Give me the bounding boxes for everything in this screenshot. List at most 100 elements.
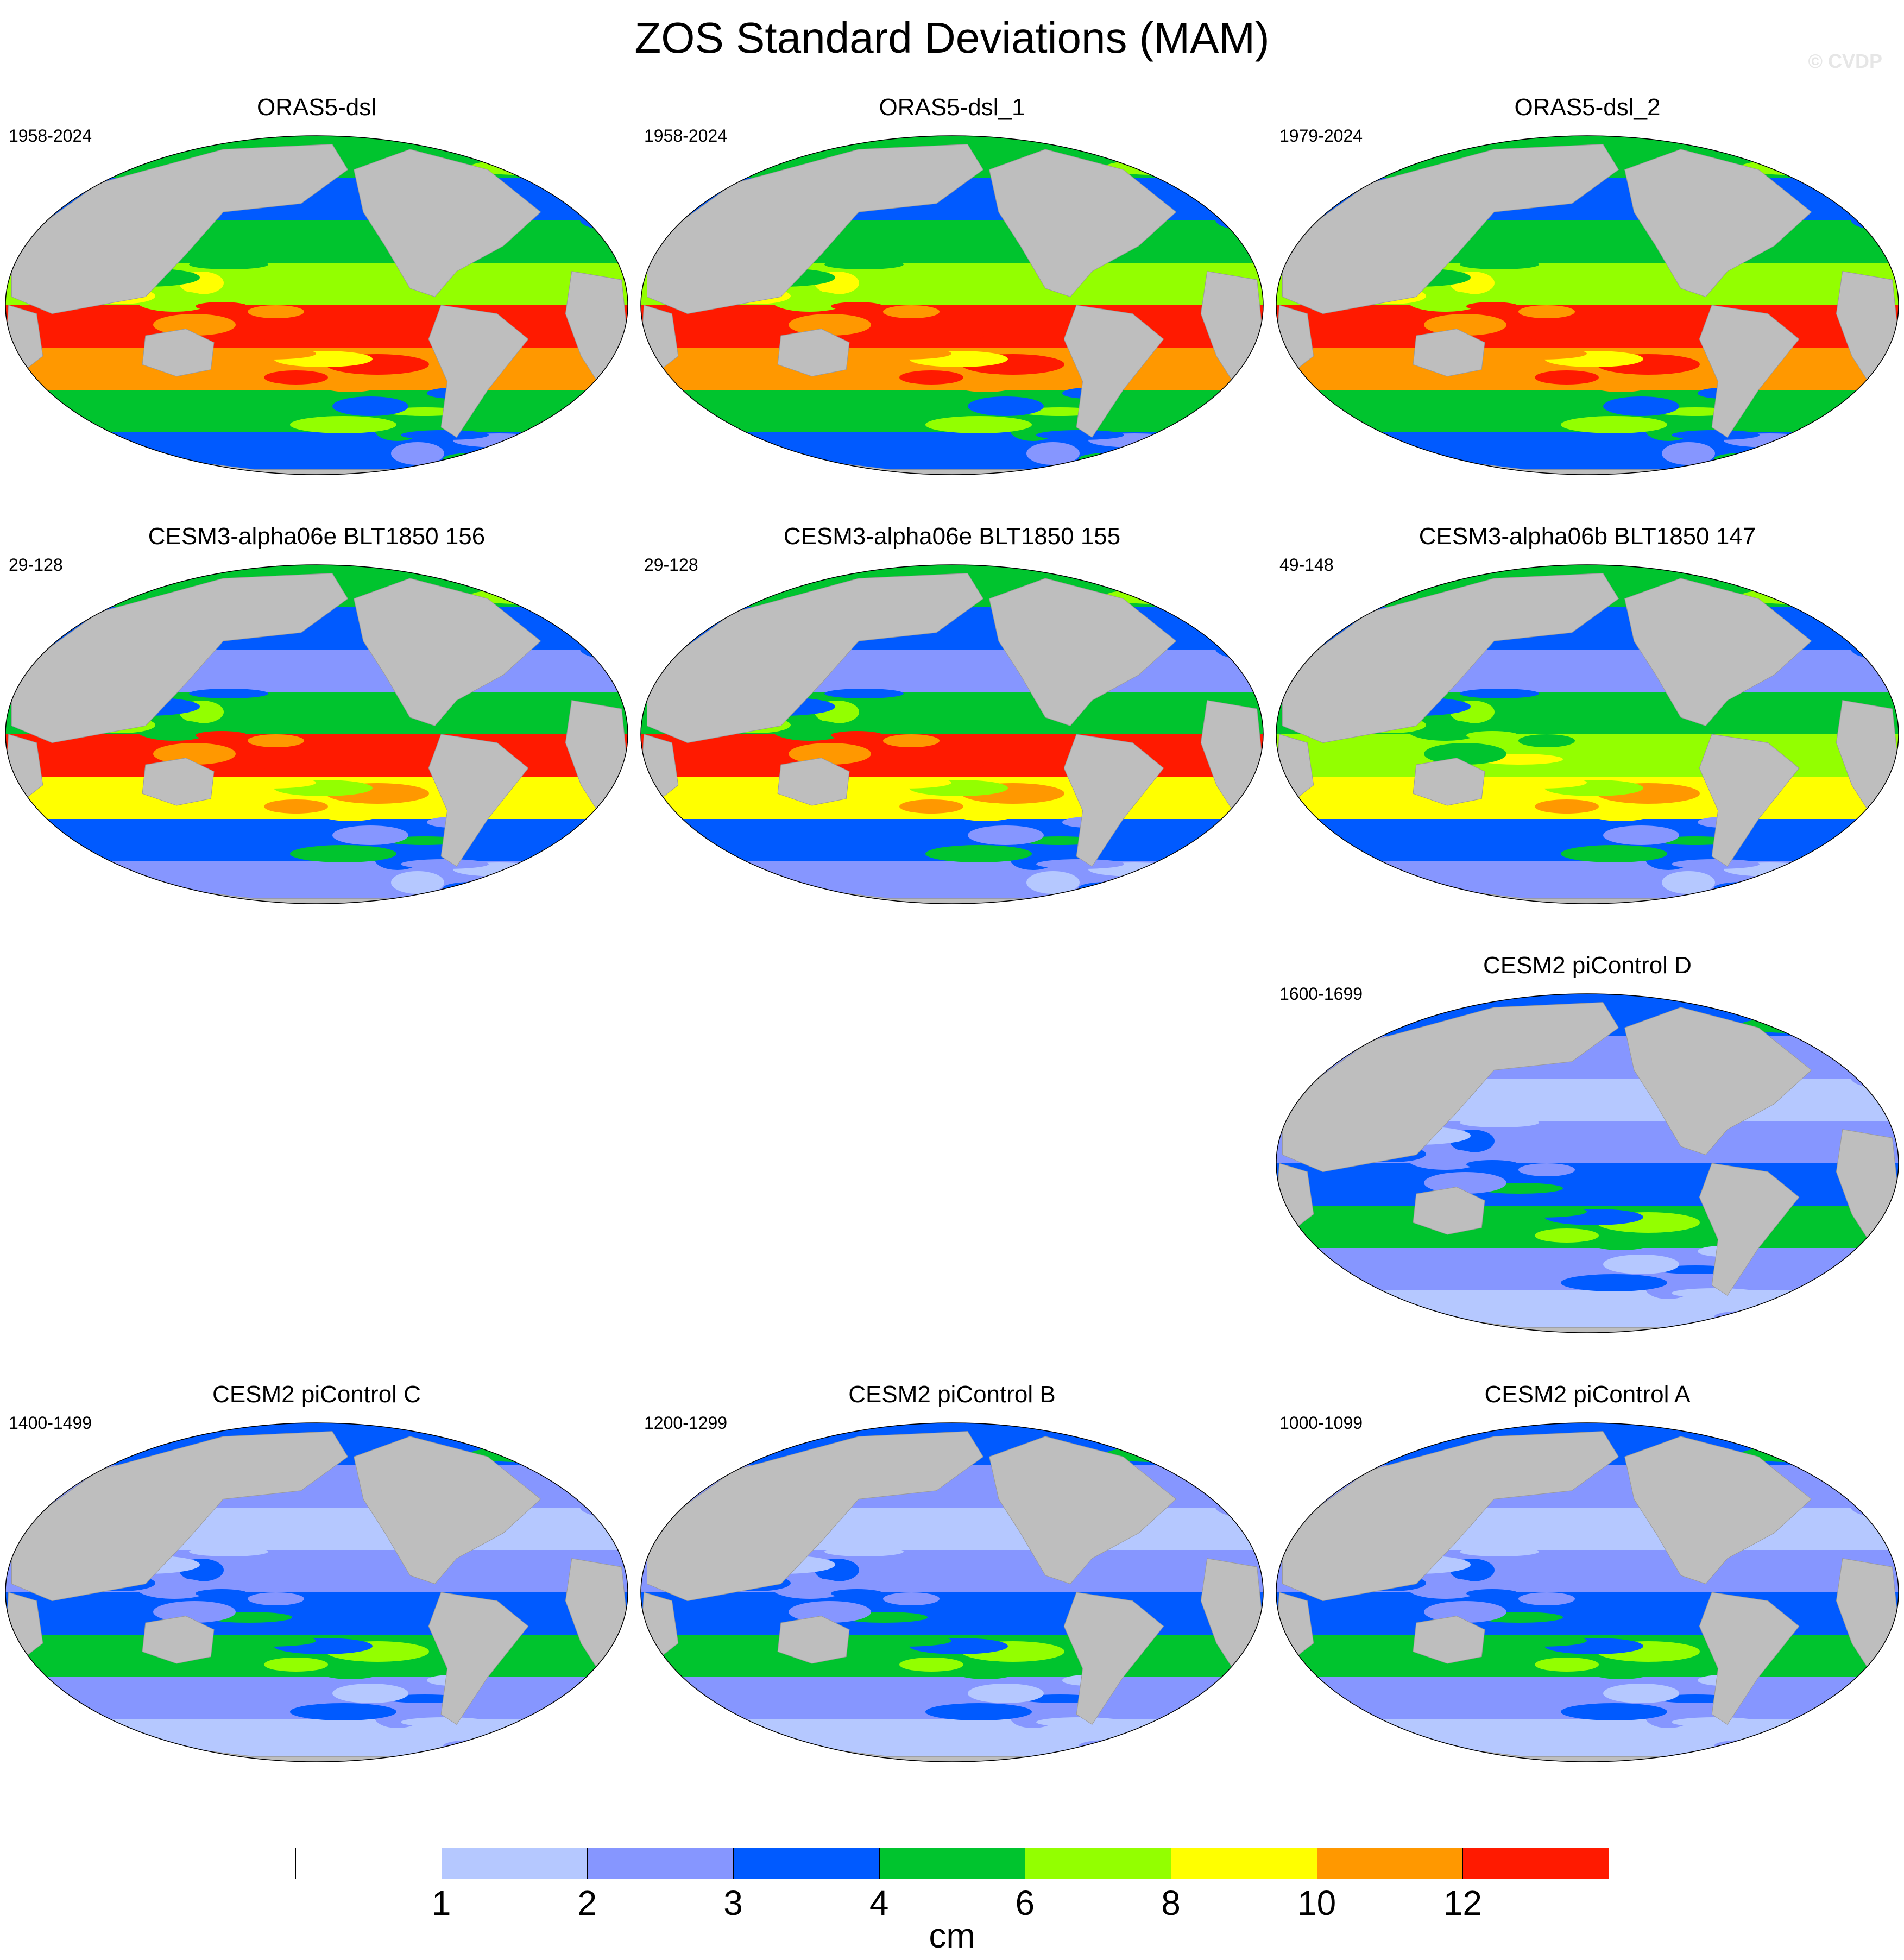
ocean-patch: [1535, 799, 1599, 814]
ocean-patch: [831, 302, 883, 311]
ocean-patch: [1561, 1703, 1667, 1720]
ocean-patch: [264, 799, 328, 814]
colorbar-swatch: [295, 1848, 442, 1879]
panel-period: 1600-1699: [1279, 984, 1363, 1004]
panel-title: CESM2 piControl C: [212, 1381, 421, 1408]
ocean-patch: [1157, 1450, 1261, 1470]
ocean-patch: [951, 1661, 1020, 1679]
ocean-patch: [1281, 1464, 1366, 1476]
ocean-patch: [1518, 1163, 1575, 1176]
ocean-patch: [1147, 569, 1216, 587]
australia-land: [1413, 1616, 1485, 1664]
map-outline: [1276, 135, 1899, 475]
colorbar-tick-label: 8: [1161, 1883, 1181, 1923]
ocean-patch: [1714, 1740, 1771, 1752]
ocean-patch: [401, 1717, 489, 1727]
ocean-patch: [1460, 689, 1539, 698]
ocean-patch: [772, 1578, 847, 1599]
ocean-patch: [1147, 1427, 1216, 1445]
ocean-patch: [248, 734, 304, 747]
south-america-land: [1063, 305, 1164, 438]
ocean-patch: [1424, 314, 1506, 336]
ocean-patch: [641, 1423, 663, 1427]
map-field: [641, 1423, 1263, 1762]
ocean-patch: [824, 689, 904, 698]
asia-europe-land: [646, 1431, 983, 1602]
ocean-patch: [1603, 1255, 1679, 1274]
australia-land: [777, 1616, 850, 1664]
ocean-patch: [1662, 1729, 1715, 1752]
ocean-patch: [10, 1464, 96, 1476]
ocean-patch: [495, 1743, 557, 1760]
ocean-band: [1276, 1290, 1899, 1333]
ocean-patch: [1131, 1743, 1193, 1760]
ocean-patch: [857, 777, 951, 789]
ocean-patch: [1408, 1149, 1483, 1170]
ocean-patch: [1834, 1430, 1899, 1452]
colorbar-swatch: [1316, 1848, 1464, 1879]
ocean-patch: [925, 845, 1032, 862]
ocean-patch: [189, 260, 268, 269]
colorbar-tick-label: 3: [723, 1883, 743, 1923]
australia-land: [142, 329, 215, 377]
ocean-band: [5, 432, 628, 475]
ocean-patch: [1424, 1172, 1506, 1194]
colorbar: [295, 1848, 1609, 1880]
ocean-patch: [968, 396, 1044, 416]
map-panel-cesm2-c: CESM2 piControl C 1400-1499: [0, 1379, 633, 1770]
ocean-patch: [1792, 1450, 1896, 1470]
ocean-patch: [443, 453, 501, 465]
north-america-land: [354, 149, 541, 297]
ocean-patch: [1079, 1740, 1136, 1752]
map-outline: [5, 135, 628, 475]
ocean-band: [1276, 861, 1899, 904]
asia-europe-land: [11, 1431, 348, 1602]
map-field: [5, 136, 628, 475]
map-field: [1276, 1423, 1899, 1762]
ocean-patch: [1199, 1430, 1263, 1452]
ocean-patch: [248, 305, 304, 318]
ocean-patch: [1792, 163, 1896, 182]
ocean-patch: [222, 777, 316, 789]
ocean-patch: [1281, 1035, 1366, 1047]
panel-period: 29-128: [644, 555, 698, 575]
ocean-patch: [1276, 1484, 1322, 1493]
asia-europe-land: [646, 573, 983, 743]
asia-europe-land: [1282, 573, 1619, 743]
ocean-patch: [899, 799, 963, 814]
ocean-patch: [951, 803, 1020, 821]
ocean-patch: [1561, 1274, 1667, 1291]
ocean-patch: [196, 302, 248, 311]
ocean-patch: [332, 825, 408, 845]
map-globe: [1276, 135, 1899, 475]
ocean-band: [641, 861, 1263, 904]
map-panel-oras5-dsl-1: ORAS5-dsl_1 1958-2024: [635, 92, 1269, 483]
ocean-patch: [1131, 456, 1193, 472]
ocean-patch: [137, 1578, 212, 1599]
map-globe: [1276, 993, 1899, 1333]
ocean-patch: [1460, 260, 1539, 269]
ocean-patch: [1026, 1729, 1080, 1752]
ocean-patch: [521, 592, 626, 612]
colorbar-tick-label: 12: [1443, 1883, 1482, 1923]
ocean-patch: [1662, 871, 1715, 894]
ocean-patch: [824, 260, 904, 269]
ocean-patch: [5, 626, 51, 635]
ocean-patch: [1766, 885, 1828, 902]
ocean-patch: [1672, 859, 1760, 869]
ocean-patch: [1792, 1021, 1896, 1041]
ocean-patch: [1276, 197, 1322, 206]
copyright-watermark: © CVDP: [1808, 50, 1882, 72]
ocean-patch: [512, 1427, 581, 1445]
asia-europe-land: [1282, 1431, 1619, 1602]
map-outline: [1276, 993, 1899, 1333]
ocean-patch: [1460, 1547, 1539, 1556]
ocean-patch: [10, 177, 96, 189]
south-america-land: [1063, 734, 1164, 867]
ocean-patch: [189, 1547, 268, 1556]
ocean-patch: [1841, 615, 1888, 635]
ocean-patch: [641, 1484, 686, 1493]
ocean-patch: [1492, 777, 1587, 789]
south-america-land: [1063, 1592, 1164, 1725]
ocean-band: [1276, 432, 1899, 475]
